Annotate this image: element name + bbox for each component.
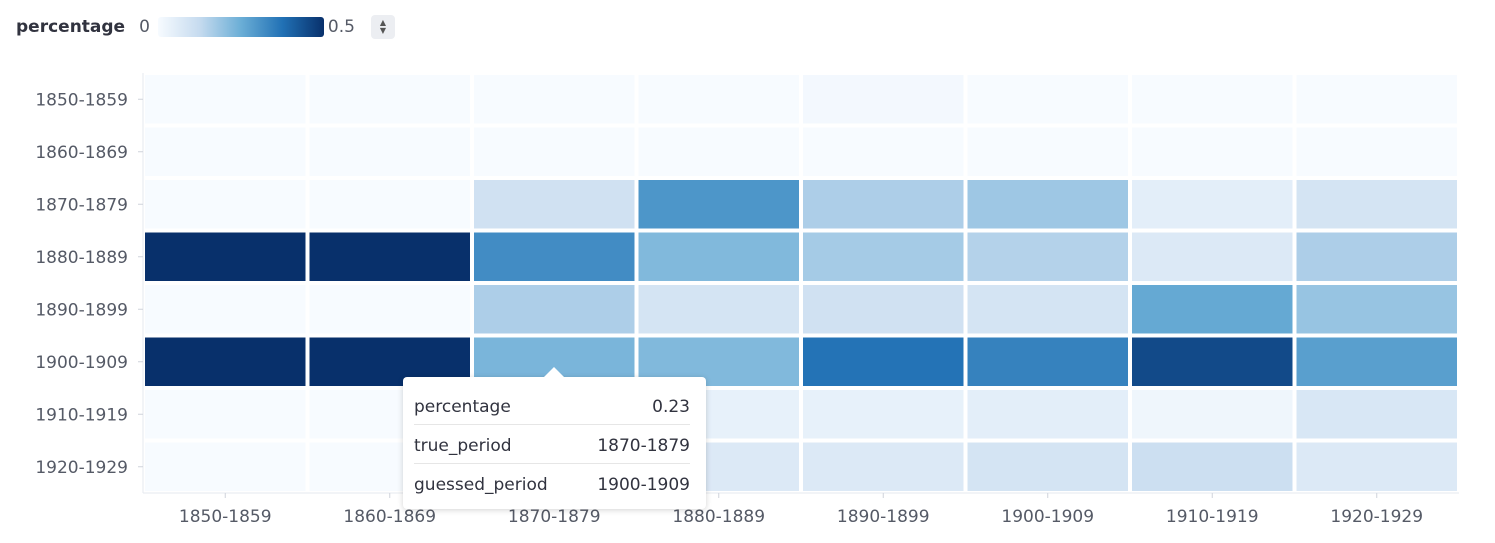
heatmap-cell bbox=[145, 390, 306, 439]
heatmap-cell bbox=[1296, 337, 1457, 386]
tooltip-key: guessed_period bbox=[414, 475, 548, 495]
heatmap-cell bbox=[1132, 337, 1293, 386]
heatmap-cell bbox=[145, 337, 306, 386]
heatmap-cell bbox=[1296, 285, 1457, 334]
legend-max-label: 0.5 bbox=[327, 17, 355, 37]
heatmap-cell bbox=[474, 127, 635, 176]
heatmap-cell bbox=[967, 232, 1128, 281]
y-tick-label: 1890-1899 bbox=[35, 300, 128, 320]
x-tick-label: 1850-1859 bbox=[179, 507, 272, 527]
heatmap-cell bbox=[1132, 127, 1293, 176]
tooltip-arrow bbox=[543, 367, 565, 378]
y-tick-label: 1900-1909 bbox=[35, 353, 128, 373]
heatmap-cell bbox=[638, 180, 799, 229]
heatmap-cell bbox=[1296, 75, 1457, 124]
heatmap-cell bbox=[1132, 232, 1293, 281]
color-legend: percentage 0 0.5 ▲ ▼ bbox=[16, 14, 395, 40]
heatmap-cell bbox=[1296, 442, 1457, 491]
tooltip-value: 1870-1879 bbox=[597, 436, 690, 456]
x-tick-label: 1910-1919 bbox=[1166, 507, 1259, 527]
y-tick-label: 1920-1929 bbox=[35, 458, 128, 478]
heatmap-cell bbox=[1296, 180, 1457, 229]
heatmap-cell bbox=[967, 127, 1128, 176]
heatmap-cell bbox=[803, 232, 964, 281]
heatmap-cell bbox=[967, 390, 1128, 439]
y-tick-label: 1870-1879 bbox=[35, 195, 128, 215]
heatmap-cell bbox=[1132, 390, 1293, 439]
heatmap-cell bbox=[967, 75, 1128, 124]
heatmap-cell bbox=[309, 75, 470, 124]
y-tick-label: 1880-1889 bbox=[35, 248, 128, 268]
heatmap-cell bbox=[803, 180, 964, 229]
heatmap-cell bbox=[474, 75, 635, 124]
tooltip-row-guessed-period: guessed_period 1900-1909 bbox=[414, 468, 690, 502]
tooltip-row-percentage: percentage 0.23 bbox=[414, 390, 690, 425]
heatmap-cell bbox=[967, 285, 1128, 334]
heatmap-cell bbox=[145, 442, 306, 491]
heatmap-cell bbox=[309, 285, 470, 334]
x-tick-label: 1880-1889 bbox=[672, 507, 765, 527]
x-tick-label: 1860-1869 bbox=[343, 507, 436, 527]
heatmap-cell bbox=[145, 285, 306, 334]
heatmap-cell bbox=[1132, 442, 1293, 491]
tooltip-value: 0.23 bbox=[652, 397, 690, 417]
x-tick-label: 1900-1909 bbox=[1001, 507, 1094, 527]
heatmap-cell bbox=[803, 127, 964, 176]
heatmap-cell bbox=[145, 180, 306, 229]
heatmap-cell bbox=[1132, 285, 1293, 334]
y-tick-label: 1850-1859 bbox=[35, 90, 128, 110]
legend-gradient-bar bbox=[157, 17, 324, 37]
legend-stepper[interactable]: ▲ ▼ bbox=[370, 15, 395, 39]
heatmap-cell bbox=[803, 442, 964, 491]
heatmap-cell bbox=[638, 285, 799, 334]
heatmap-cell bbox=[803, 75, 964, 124]
heatmap-cell bbox=[803, 390, 964, 439]
heatmap-cell bbox=[309, 127, 470, 176]
heatmap-cell bbox=[967, 337, 1128, 386]
stepper-down-icon[interactable]: ▼ bbox=[379, 26, 387, 35]
tooltip-key: percentage bbox=[414, 397, 511, 417]
heatmap-cell bbox=[638, 232, 799, 281]
heatmap-cell bbox=[638, 75, 799, 124]
y-tick-label: 1910-1919 bbox=[35, 405, 128, 425]
heatmap-cell bbox=[1132, 180, 1293, 229]
heatmap-cell bbox=[474, 232, 635, 281]
heatmap-cell bbox=[1296, 127, 1457, 176]
heatmap-cell bbox=[474, 285, 635, 334]
heatmap-cell bbox=[967, 180, 1128, 229]
tooltip-row-true-period: true_period 1870-1879 bbox=[414, 429, 690, 464]
legend-min-label: 0 bbox=[139, 17, 150, 37]
heatmap-cell bbox=[1132, 75, 1293, 124]
heatmap-cell bbox=[309, 180, 470, 229]
x-tick-label: 1890-1899 bbox=[837, 507, 930, 527]
heatmap-cell bbox=[1296, 390, 1457, 439]
heatmap-cell bbox=[145, 127, 306, 176]
hover-tooltip: percentage 0.23 true_period 1870-1879 gu… bbox=[403, 367, 706, 509]
heatmap-cell bbox=[638, 127, 799, 176]
heatmap-cell bbox=[145, 232, 306, 281]
heatmap-cell bbox=[309, 232, 470, 281]
heatmap-cell bbox=[967, 442, 1128, 491]
tooltip-key: true_period bbox=[414, 436, 512, 456]
heatmap-cell bbox=[474, 180, 635, 229]
legend-title: percentage bbox=[16, 17, 126, 37]
x-tick-label: 1920-1929 bbox=[1330, 507, 1423, 527]
stepper-up-icon[interactable]: ▲ bbox=[379, 18, 387, 27]
y-tick-label: 1860-1869 bbox=[35, 143, 128, 163]
heatmap-cell bbox=[803, 337, 964, 386]
x-tick-label: 1870-1879 bbox=[508, 507, 601, 527]
heatmap-cell bbox=[803, 285, 964, 334]
heatmap-cell bbox=[1296, 232, 1457, 281]
tooltip-value: 1900-1909 bbox=[597, 475, 690, 495]
heatmap-cell bbox=[145, 75, 306, 124]
